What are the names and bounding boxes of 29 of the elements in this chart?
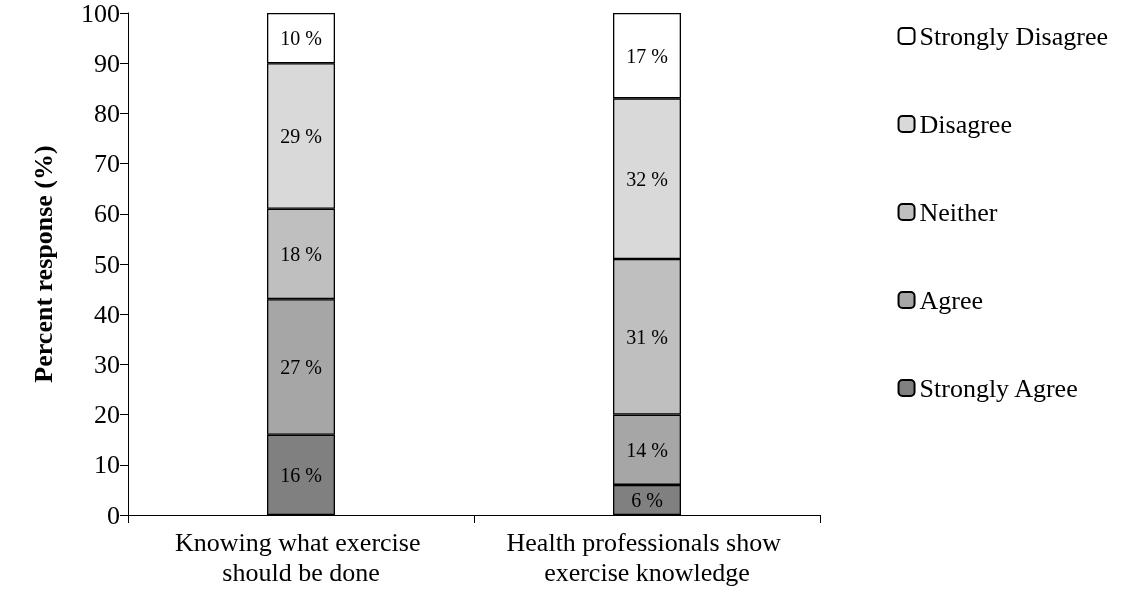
- legend-label: Agree: [919, 285, 984, 315]
- y-tick-label: 70: [94, 149, 120, 179]
- data-label: 14 %: [626, 438, 668, 461]
- y-tick-label: 80: [94, 98, 120, 128]
- y-tick-label: 0: [107, 500, 120, 530]
- data-label: 10 %: [280, 27, 322, 50]
- legend-label: Strongly Agree: [919, 373, 1078, 403]
- y-tick-label: 30: [94, 349, 120, 379]
- y-tick-label: 40: [94, 299, 120, 329]
- y-tick-label: 10: [94, 450, 120, 480]
- x-tick-label: Knowing what exercise should be done: [175, 527, 427, 587]
- data-label: 18 %: [280, 242, 322, 265]
- y-tick-label: 60: [94, 199, 120, 229]
- y-axis-title: Percent response (%): [28, 145, 58, 383]
- data-label: 31 %: [626, 325, 668, 348]
- y-tick-label: 20: [94, 400, 120, 430]
- legend-label: Disagree: [919, 109, 1012, 139]
- legend-label: Neither: [919, 197, 998, 227]
- x-tick-label: Health professionals show exercise knowledge: [506, 527, 788, 587]
- data-label: 17 %: [626, 44, 668, 67]
- data-label: 27 %: [280, 355, 322, 378]
- data-label: 6 %: [631, 488, 663, 511]
- legend-label: Strongly Disagree: [919, 21, 1109, 51]
- y-tick-label: 90: [94, 48, 120, 78]
- data-label: 32 %: [626, 167, 668, 190]
- y-tick-label: 100: [81, 0, 120, 28]
- y-tick-label: 50: [94, 249, 120, 279]
- data-label: 16 %: [280, 463, 322, 486]
- data-label: 29 %: [280, 124, 322, 147]
